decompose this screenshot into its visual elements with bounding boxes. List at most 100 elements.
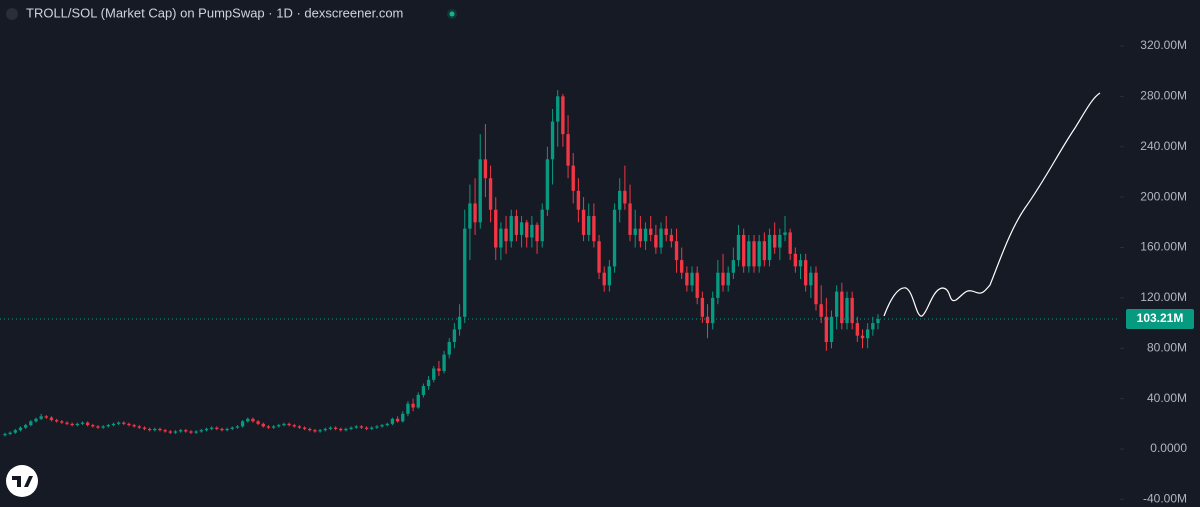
candle-body — [230, 427, 234, 429]
plot-area: -40.00M 0.0000 40.00M 80.00M 120.00M 160.00M 2… — [0, 38, 1194, 506]
candle-body — [416, 394, 420, 408]
candle-body — [865, 329, 870, 339]
candle-body — [142, 427, 147, 429]
candle-body — [845, 297, 849, 324]
candle-body — [390, 418, 395, 424]
candle-body — [215, 427, 219, 429]
candle-body — [519, 222, 524, 235]
candle-body — [375, 426, 379, 428]
candle-body — [757, 241, 761, 267]
candle-body — [809, 272, 813, 286]
candle-body — [664, 228, 668, 235]
candle-body — [178, 430, 183, 432]
candle-body — [8, 432, 12, 434]
y-tick-label: 160.00M — [1140, 240, 1187, 254]
candle-body — [220, 428, 224, 431]
candle-body — [328, 427, 333, 429]
candle-body — [65, 422, 69, 424]
candle-body — [659, 228, 663, 248]
candle-body — [406, 403, 410, 414]
candle-body — [209, 427, 214, 429]
candle-body — [850, 297, 854, 324]
candle-body — [432, 368, 436, 380]
candle-body — [395, 418, 400, 422]
candle-body — [204, 428, 209, 431]
status-dot — [449, 11, 455, 17]
candle-body — [23, 425, 28, 428]
candle-body — [246, 418, 250, 422]
candle-body — [824, 316, 829, 342]
y-tick-label: 200.00M — [1140, 189, 1187, 203]
candle-body — [742, 234, 746, 267]
candle-body — [111, 423, 116, 426]
candle-body — [282, 423, 286, 426]
candle-body — [628, 203, 632, 235]
candle-body — [13, 430, 18, 433]
candle-body — [463, 228, 467, 317]
candle-body — [576, 190, 581, 210]
candle-body — [633, 228, 637, 235]
candle-body — [571, 165, 575, 191]
candle-body — [411, 403, 415, 408]
candle-body — [153, 428, 157, 431]
candle-body — [194, 431, 198, 433]
candle-body — [716, 272, 720, 298]
candle-body — [137, 426, 141, 428]
candle-body — [587, 216, 591, 235]
candle-body — [354, 426, 358, 428]
candle-body — [271, 426, 276, 428]
candle-body — [726, 272, 730, 286]
candle-body — [767, 234, 772, 261]
candle-body — [60, 421, 64, 423]
candle-body — [478, 159, 482, 223]
candle-body — [127, 423, 131, 426]
candle-body — [829, 316, 834, 342]
symbol-icon — [6, 8, 18, 20]
last-value-box — [1126, 309, 1194, 330]
candle-body — [819, 304, 823, 317]
candle-body — [638, 228, 643, 242]
y-tick-label: -40.00M — [1143, 492, 1187, 506]
candle-body — [700, 297, 705, 317]
candle-body — [313, 430, 317, 432]
candle-body — [674, 241, 679, 261]
candle-body — [147, 428, 152, 431]
candle-body — [550, 121, 555, 160]
candle-body — [514, 216, 519, 235]
candle-body — [116, 422, 121, 424]
candle-body — [535, 224, 539, 242]
candle-body — [468, 203, 472, 229]
candle-body — [561, 96, 565, 135]
candle-body — [421, 386, 426, 395]
candle-body — [308, 428, 312, 431]
candle-body — [297, 426, 302, 428]
drawn-projection — [883, 92, 1101, 317]
candle-body — [788, 232, 792, 254]
candle-body — [860, 335, 865, 339]
candle-body — [18, 427, 23, 431]
y-tick-label: 320.00M — [1140, 38, 1187, 52]
candle-body — [602, 272, 606, 286]
candle-body — [721, 272, 725, 286]
candle-body — [349, 427, 353, 429]
candle-body — [499, 228, 503, 248]
candle-body — [442, 354, 446, 371]
candle-body — [855, 323, 860, 336]
candle-body — [261, 423, 265, 427]
candle-body — [488, 178, 493, 210]
candle-body — [163, 430, 167, 432]
candle-body — [106, 425, 110, 427]
candle-body — [101, 426, 105, 428]
candle-body — [359, 426, 364, 428]
candle-body — [804, 260, 808, 286]
candle-body — [509, 216, 513, 242]
candle-body — [530, 224, 534, 238]
candle-body — [287, 423, 291, 426]
candle-body — [437, 368, 441, 371]
candle-body — [292, 425, 296, 427]
candle-body — [690, 272, 694, 286]
candle-body — [173, 431, 178, 433]
candle-body — [643, 228, 648, 242]
candle-body — [597, 241, 601, 273]
